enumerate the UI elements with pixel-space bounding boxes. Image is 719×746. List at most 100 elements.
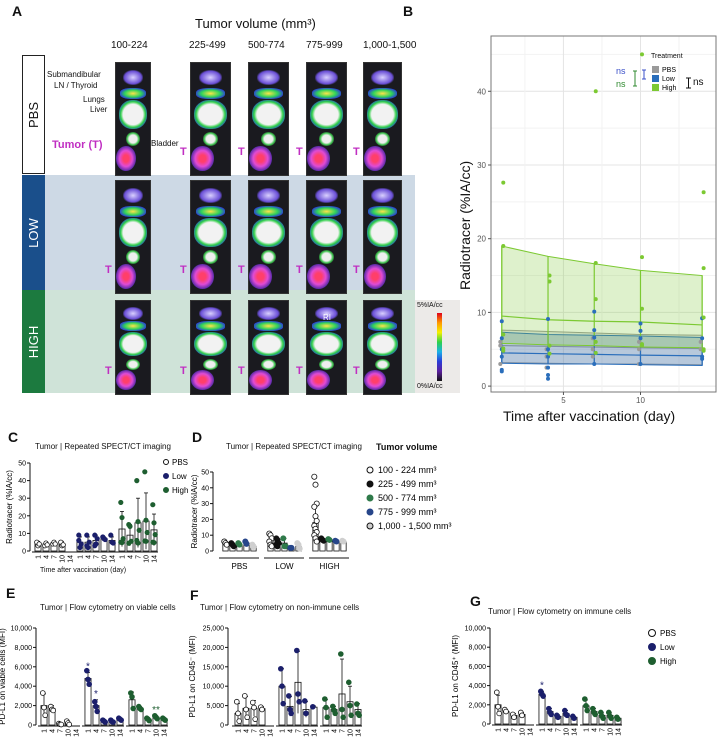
spect-ct-image: [190, 180, 231, 294]
f-data-point: [324, 714, 331, 721]
d-data-point: [340, 538, 347, 545]
tumor-marker: T: [238, 146, 245, 158]
c-data-point: [44, 542, 50, 548]
spect-ct-image: [306, 62, 347, 176]
d-y-tick-label: 40: [201, 485, 209, 492]
c-data-point: [110, 540, 116, 546]
b-point-pbs: [698, 347, 703, 352]
c-y-tick-label: 0: [22, 549, 26, 556]
column-header: 1,000-1,500: [363, 40, 417, 51]
spect-ct-image: [363, 180, 402, 294]
b-y-tick-label: 0: [482, 382, 487, 391]
g-x-tick-label: 7: [600, 728, 607, 732]
colorbar-panel: 5%IA/cc 0%IA/cc: [415, 300, 460, 393]
c-data-point: [144, 529, 150, 536]
e-y-tick-label: 10,000: [11, 626, 33, 633]
f-x-tick-label: 1: [280, 729, 287, 733]
b-point-high: [547, 273, 552, 278]
f-data-point: [353, 701, 360, 707]
g-legend-marker: [648, 657, 656, 665]
g-data-point: [564, 712, 570, 719]
d-legend-label: 100 - 224 mm³: [378, 465, 437, 475]
f-data-point: [277, 665, 284, 672]
annotation-bladder: Bladder: [151, 139, 179, 148]
b-x-tick-label: 5: [561, 396, 566, 405]
g-legend-label: Low: [660, 643, 675, 652]
g-y-tick-label: 2,000: [468, 702, 486, 709]
c-data-point: [102, 536, 108, 543]
b-legend-key-pbs: [652, 66, 659, 73]
g-data-point: [608, 715, 614, 722]
b-x-axis-label: Time after vaccination (day): [503, 408, 676, 424]
g-x-tick-label: 4: [504, 728, 511, 732]
f-data-point: [321, 696, 328, 702]
b-point-low: [499, 354, 504, 359]
d-legend-marker: [366, 480, 374, 488]
d-data-point: [230, 543, 237, 550]
f-y-tick-label: 20,000: [203, 645, 225, 652]
e-significance-star: *: [94, 689, 98, 700]
b-plot-border: [490, 35, 717, 393]
g-data-point: [581, 696, 588, 702]
g-y-tick-label: 4,000: [468, 683, 486, 690]
b-ns-low: ns: [616, 66, 626, 76]
f-x-tick-label: 14: [312, 729, 319, 737]
g-legend-marker: [648, 643, 656, 651]
d-y-tick-label: 50: [201, 470, 209, 477]
b-point-pbs: [498, 361, 503, 366]
c-x-tick-label: 14: [152, 555, 159, 563]
tumor-marker: T: [353, 146, 360, 158]
g-legend-label: High: [660, 657, 676, 666]
panel-label-g: G: [470, 593, 481, 609]
b-point-low: [592, 335, 597, 340]
d-legend-label: 225 - 499 mm³: [378, 479, 437, 489]
d-legend-label: 775 - 999 mm³: [378, 507, 437, 517]
spect-ct-image: [363, 62, 402, 176]
row-label-high-box: HIGH: [22, 290, 45, 393]
f-y-tick-label: 0: [220, 723, 224, 730]
spect-ct-image: [363, 300, 402, 395]
g-x-tick-label: 4: [548, 728, 555, 732]
spect-ct-image: [115, 180, 151, 294]
tumor-marker: T: [105, 264, 112, 276]
e-data-point: [102, 719, 108, 725]
f-data-point: [323, 704, 329, 711]
d-y-tick-label: 0: [205, 549, 209, 556]
f-x-tick-label: 7: [296, 729, 303, 733]
f-bar: [310, 706, 318, 726]
d-data-point: [250, 544, 257, 551]
g-x-tick-label: 14: [616, 728, 623, 736]
column-header: 500-774: [248, 40, 285, 51]
panel-label-a: A: [12, 3, 23, 19]
e-data-point: [41, 704, 47, 711]
b-point-low: [700, 356, 705, 361]
c-x-tick-label: 10: [60, 555, 67, 563]
f-data-point: [242, 693, 248, 699]
c-data-point: [94, 536, 100, 542]
c-x-tick-label: 7: [94, 555, 101, 559]
e-data-point: [58, 721, 64, 728]
f-y-tick-label: 5,000: [206, 703, 224, 710]
row-label-low-box: LOW: [22, 175, 45, 290]
g-x-tick-label: 1: [496, 728, 503, 732]
panel-label-f: F: [190, 587, 199, 603]
f-data-point: [356, 712, 363, 719]
f-data-point: [293, 647, 300, 654]
e-x-tick-label: 4: [94, 729, 101, 733]
g-data-point: [519, 712, 525, 719]
d-data-point: [313, 538, 320, 545]
c-data-point: [108, 532, 114, 538]
column-header: 225-499: [189, 40, 226, 51]
e-x-tick-label: 14: [74, 729, 81, 737]
spect-ct-image: [306, 180, 347, 294]
tumor-marker: T: [180, 365, 187, 377]
f-x-tick-label: 10: [260, 729, 267, 737]
c-legend-label: Low: [172, 472, 187, 481]
colorbar-max-label: 5%IA/cc: [417, 302, 443, 309]
f-data-point: [285, 693, 292, 699]
e-data-point: [42, 712, 48, 719]
d-data-point: [326, 536, 333, 543]
c-y-axis-label: Radiotracer (%IA/cc): [5, 470, 14, 544]
b-point-pbs: [636, 339, 641, 344]
c-data-point: [127, 523, 133, 529]
